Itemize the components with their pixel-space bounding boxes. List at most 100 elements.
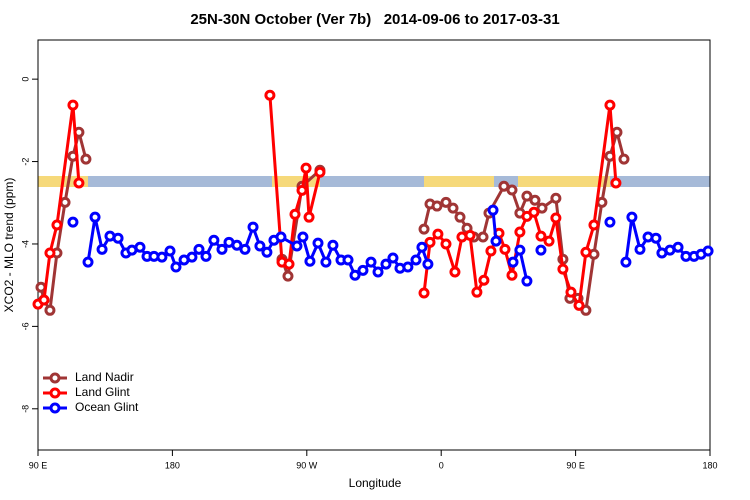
- point: [170, 261, 182, 273]
- point: [588, 219, 600, 231]
- point: [424, 236, 436, 248]
- legend-label: Ocean Glint: [75, 400, 139, 414]
- point: [314, 166, 326, 178]
- point: [626, 211, 638, 223]
- point: [535, 244, 547, 256]
- point: [164, 245, 176, 257]
- point: [440, 238, 452, 250]
- point: [611, 126, 623, 138]
- point: [231, 239, 243, 251]
- point: [478, 274, 490, 286]
- point: [550, 212, 562, 224]
- point: [573, 299, 585, 311]
- ocean-band: [610, 176, 710, 187]
- point: [499, 243, 511, 255]
- x-tick-label: 90 W: [296, 460, 318, 470]
- ocean-band: [320, 176, 426, 187]
- point: [432, 228, 444, 240]
- series-line: [86, 216, 430, 278]
- plot-frame: [37, 39, 711, 451]
- series-line: [39, 131, 88, 315]
- point: [580, 246, 592, 258]
- point: [536, 202, 548, 214]
- point: [82, 256, 94, 268]
- point: [300, 162, 312, 174]
- point: [327, 239, 339, 251]
- series-line: [37, 104, 81, 306]
- point: [580, 304, 592, 316]
- point: [67, 99, 79, 111]
- point: [282, 270, 294, 282]
- point: [410, 254, 422, 266]
- point: [208, 234, 220, 246]
- point: [431, 200, 443, 212]
- point: [349, 269, 361, 281]
- y-tick-label: -4: [20, 240, 30, 248]
- point: [372, 266, 384, 278]
- series: [35, 126, 630, 316]
- point: [498, 180, 510, 192]
- point: [186, 251, 198, 263]
- point: [485, 245, 497, 257]
- point: [506, 184, 518, 196]
- point: [449, 266, 461, 278]
- series: [32, 89, 622, 311]
- point: [312, 237, 324, 249]
- point: [134, 241, 146, 253]
- point: [565, 286, 577, 298]
- point: [650, 232, 662, 244]
- point: [200, 250, 212, 262]
- point: [283, 258, 295, 270]
- point: [365, 256, 377, 268]
- legend-label: Land Nadir: [75, 370, 134, 384]
- point: [193, 243, 205, 255]
- point: [418, 223, 430, 235]
- x-tick-label: 180: [702, 460, 717, 470]
- point: [264, 89, 276, 101]
- point: [291, 240, 303, 252]
- land-band: [518, 176, 612, 187]
- legend-marker: [49, 372, 61, 384]
- point: [620, 256, 632, 268]
- legend-label: Land Glint: [75, 385, 130, 399]
- point: [247, 221, 259, 233]
- x-axis-label: Longitude: [349, 476, 402, 490]
- point: [320, 256, 332, 268]
- point: [535, 230, 547, 242]
- point: [51, 219, 63, 231]
- point: [216, 243, 228, 255]
- point: [387, 252, 399, 264]
- legend-marker: [49, 387, 61, 399]
- point: [261, 246, 273, 258]
- point: [507, 256, 519, 268]
- point: [528, 206, 540, 218]
- point: [477, 231, 489, 243]
- y-tick-label: -8: [20, 405, 30, 413]
- point: [275, 231, 287, 243]
- point: [557, 263, 569, 275]
- y-tick-label: -2: [20, 158, 30, 166]
- point: [254, 240, 266, 252]
- x-tick-label: 90 E: [29, 460, 48, 470]
- point: [80, 153, 92, 165]
- point: [471, 286, 483, 298]
- point: [618, 153, 630, 165]
- x-tick-label: 0: [439, 460, 444, 470]
- point: [96, 243, 108, 255]
- point: [296, 184, 308, 196]
- point: [506, 269, 518, 281]
- point: [514, 244, 526, 256]
- point: [490, 235, 502, 247]
- point: [303, 211, 315, 223]
- point: [634, 243, 646, 255]
- point: [380, 258, 392, 270]
- point: [521, 275, 533, 287]
- x-tick-label: 90 E: [566, 460, 585, 470]
- point: [521, 190, 533, 202]
- land-band: [272, 176, 322, 187]
- y-tick-label: -6: [20, 322, 30, 330]
- point: [44, 304, 56, 316]
- point: [112, 232, 124, 244]
- point: [454, 211, 466, 223]
